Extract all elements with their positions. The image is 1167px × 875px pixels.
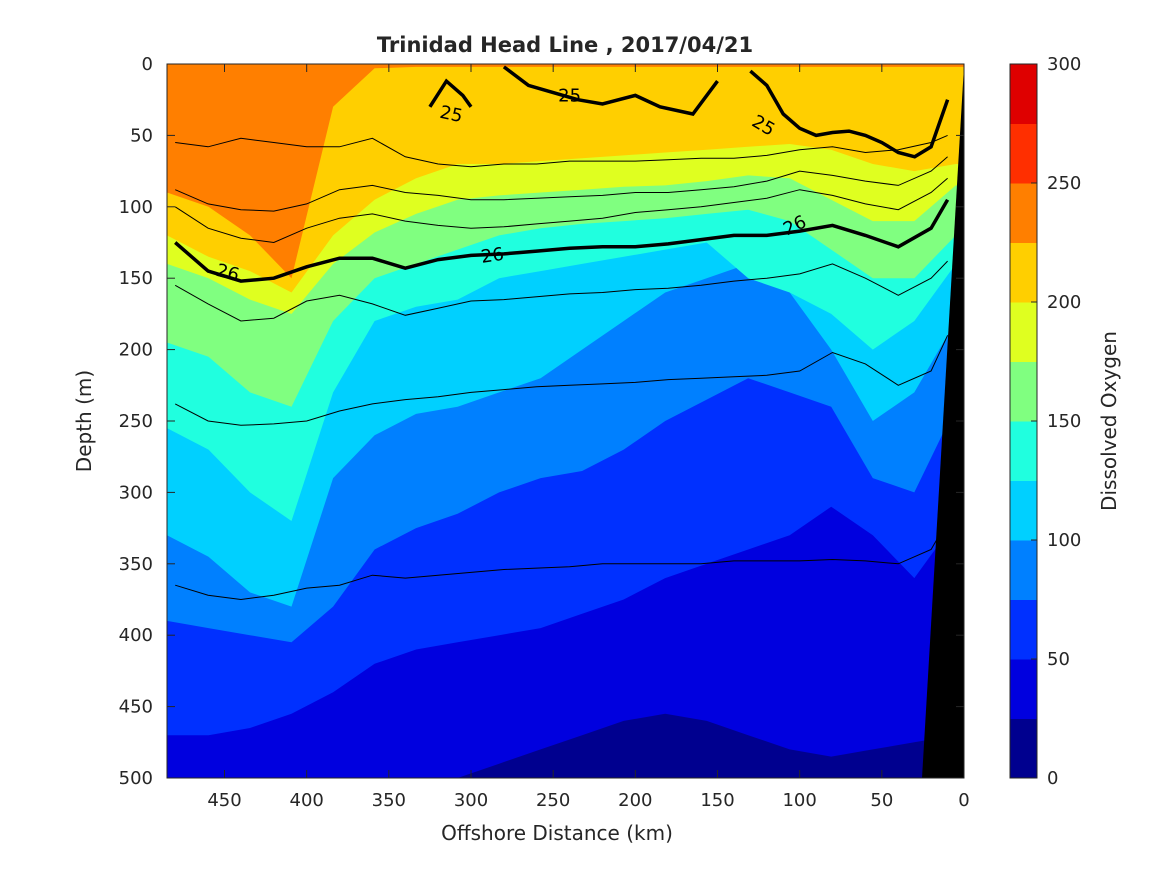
y-tick-label: 450 (119, 697, 153, 718)
colorbar-segment (1010, 421, 1037, 481)
colorbar-segment (1010, 718, 1037, 779)
colorbar-tick-label: 150 (1047, 411, 1081, 432)
y-tick-label: 150 (119, 268, 153, 289)
y-tick-label: 300 (119, 482, 153, 503)
density-contour-line (174, 177, 948, 244)
oxygen-filled-contours (167, 64, 964, 778)
colorbar-label: Dissolved Oxygen (1097, 331, 1121, 511)
y-tick-label: 100 (119, 197, 153, 218)
density-contour-25 (428, 78, 473, 108)
x-axis: 450 400 350 300 250 200 150 100 50 0 (207, 64, 970, 811)
density-contour-line (174, 335, 949, 426)
oxygen-band-225 (167, 64, 964, 279)
y-tick-label: 400 (119, 625, 153, 646)
y-axis: 0 50 100 150 200 250 300 350 400 450 500 (119, 54, 964, 789)
x-tick-label: 0 (958, 790, 969, 811)
contour-label: 25 (438, 102, 465, 127)
density-contour-25 (749, 69, 950, 159)
colorbar-tick-label: 50 (1047, 649, 1070, 670)
colorbar-segment (1010, 64, 1037, 124)
x-tick-label: 400 (290, 790, 324, 811)
y-tick-label: 350 (119, 554, 153, 575)
x-tick-label: 100 (782, 790, 816, 811)
y-axis-label: Depth (m) (72, 370, 96, 472)
y-tick-label: 500 (119, 768, 153, 789)
density-contour-line (175, 134, 948, 168)
x-tick-label: 200 (618, 790, 652, 811)
colorbar-segment (1010, 599, 1037, 660)
density-contour-line (174, 260, 948, 322)
colorbar-segment (1010, 659, 1037, 719)
colorbar-segment (1010, 361, 1037, 422)
contour-label: 26 (480, 244, 506, 268)
x-tick-label: 50 (870, 790, 893, 811)
x-tick-label: 150 (700, 790, 734, 811)
colorbar-tick-label: 0 (1047, 768, 1058, 789)
colorbar-segment (1010, 183, 1037, 243)
colorbar: 0 50 100 150 200 250 300 (1009, 54, 1081, 789)
oxygen-band-200 (167, 64, 964, 293)
y-tick-label: 250 (119, 411, 153, 432)
density-contour-25 (502, 65, 719, 116)
x-axis-label: Offshore Distance (km) (441, 821, 673, 845)
colorbar-segment (1010, 123, 1037, 184)
x-tick-label: 300 (454, 790, 488, 811)
chart-title: Trinidad Head Line , 2017/04/21 (377, 33, 753, 57)
density-contour-line (175, 520, 949, 601)
colorbar-segment (1010, 302, 1037, 362)
x-tick-label: 350 (372, 790, 406, 811)
y-tick-label: 200 (119, 340, 153, 361)
density-contour-line (175, 156, 948, 212)
contour-label: 25 (558, 85, 581, 106)
x-tick-label: 250 (536, 790, 570, 811)
y-tick-label: 50 (130, 125, 153, 146)
colorbar-tick-label: 300 (1047, 54, 1081, 75)
colorbar-tick-label: 250 (1047, 173, 1081, 194)
colorbar-tick-label: 200 (1047, 292, 1081, 313)
y-tick-label: 0 (142, 54, 153, 75)
seafloor-mask (922, 66, 964, 778)
colorbar-tick-label: 100 (1047, 530, 1081, 551)
x-tick-label: 450 (207, 790, 241, 811)
colorbar-segment (1010, 242, 1037, 303)
colorbar-segment (1010, 540, 1037, 600)
colorbar-segment (1010, 480, 1037, 541)
density-contour-26 (174, 198, 950, 283)
